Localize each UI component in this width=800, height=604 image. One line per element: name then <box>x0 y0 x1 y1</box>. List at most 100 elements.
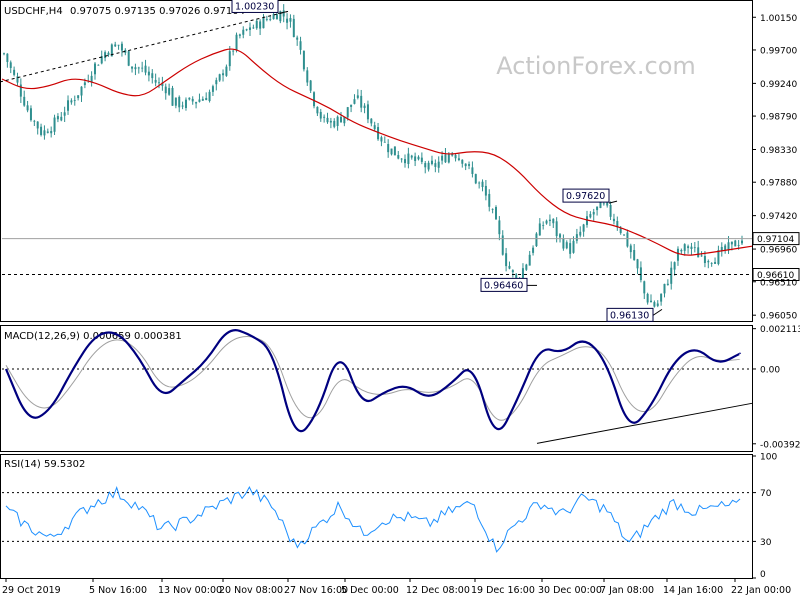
annotation-label: 1.00230 <box>235 1 274 12</box>
candle <box>434 159 437 173</box>
candle <box>245 28 248 32</box>
candle <box>184 97 187 111</box>
candle <box>484 180 487 201</box>
candle <box>188 97 191 101</box>
candle <box>741 235 743 246</box>
ohlc-label: 0.97075 0.97135 0.97026 0.97104 <box>70 6 245 17</box>
candle <box>666 279 669 286</box>
price-tick-label: 0.99700 <box>760 46 797 56</box>
candle <box>390 148 393 156</box>
symbol-label: USDCHF,H4 <box>4 6 63 17</box>
candle <box>687 244 690 254</box>
candle <box>208 89 211 103</box>
candle <box>249 22 251 36</box>
price-annotation: 0.96460 <box>480 277 537 292</box>
candle <box>488 189 491 212</box>
candle <box>575 228 578 244</box>
candle <box>424 160 427 174</box>
candle <box>370 118 373 127</box>
candle <box>255 19 258 30</box>
candle <box>360 89 363 113</box>
candle <box>535 232 538 248</box>
x-axis-label: 19 Dec 16:00 <box>471 585 535 596</box>
price-tick-label: 0.97420 <box>760 212 797 222</box>
candle <box>673 261 676 276</box>
candle <box>46 128 49 134</box>
candle <box>265 15 268 22</box>
candle <box>478 181 481 189</box>
candle <box>538 218 541 236</box>
x-axis-label: 13 Nov 00:00 <box>158 585 222 596</box>
candle <box>714 257 717 265</box>
candle <box>589 211 592 219</box>
candle <box>127 50 130 67</box>
candle <box>80 86 83 102</box>
candle <box>158 77 161 89</box>
candle <box>676 246 679 266</box>
candle <box>269 15 272 22</box>
candle <box>16 72 19 86</box>
candle <box>491 208 494 214</box>
candle <box>120 41 123 57</box>
candle <box>238 33 241 39</box>
candle <box>53 114 56 136</box>
current-price-label: 0.97104 <box>757 235 794 245</box>
x-axis-label: 27 Nov 16:00 <box>284 585 348 596</box>
candle <box>141 61 144 73</box>
candle <box>117 44 120 50</box>
candle <box>707 259 710 269</box>
rsi-tick-label: 70 <box>760 489 772 499</box>
candle <box>380 135 383 147</box>
support-price-box <box>752 267 800 281</box>
candle <box>609 201 612 221</box>
candle <box>414 152 417 167</box>
candle <box>404 154 407 168</box>
price-annotation: 0.97620 <box>562 188 618 204</box>
candle <box>720 242 723 257</box>
candle <box>393 146 396 156</box>
candle <box>407 147 410 169</box>
candle <box>97 64 100 66</box>
candle <box>339 111 342 123</box>
candle <box>481 179 484 192</box>
macd-signal-line <box>5 336 741 421</box>
candle <box>457 153 460 162</box>
x-axis-label: 20 Nov 08:00 <box>219 585 283 596</box>
candle <box>222 69 225 82</box>
candle <box>299 36 302 55</box>
candle <box>40 123 43 137</box>
candle <box>151 69 154 84</box>
candle <box>629 243 632 259</box>
candle <box>643 280 646 300</box>
candle <box>616 216 619 231</box>
candle <box>171 85 174 106</box>
candle <box>461 159 464 168</box>
candle <box>259 19 262 36</box>
price-tick-label: 0.97880 <box>760 179 797 189</box>
candle <box>646 292 649 305</box>
candle <box>201 96 204 101</box>
candle <box>623 234 626 237</box>
candle <box>387 139 390 158</box>
candle <box>282 4 285 23</box>
candle <box>373 121 376 131</box>
price-tick-label: 0.99240 <box>760 80 797 90</box>
candle <box>292 14 295 38</box>
candle <box>508 261 511 270</box>
candle <box>579 226 582 238</box>
candle <box>195 101 198 109</box>
candle <box>592 208 595 221</box>
macd-panel <box>0 325 753 452</box>
candle <box>73 95 76 106</box>
macd-tick-label: 0.00 <box>760 365 780 375</box>
candle <box>323 114 326 123</box>
candle <box>211 84 214 97</box>
candle <box>663 283 666 298</box>
price-tick-label: 0.98330 <box>760 146 797 156</box>
candle <box>114 41 117 47</box>
candle <box>262 13 265 29</box>
x-axis-label: 5 Dec 00:00 <box>341 585 399 596</box>
candle <box>228 46 231 71</box>
price-trendline <box>0 10 289 83</box>
watermark: ActionForex.com <box>496 52 696 80</box>
